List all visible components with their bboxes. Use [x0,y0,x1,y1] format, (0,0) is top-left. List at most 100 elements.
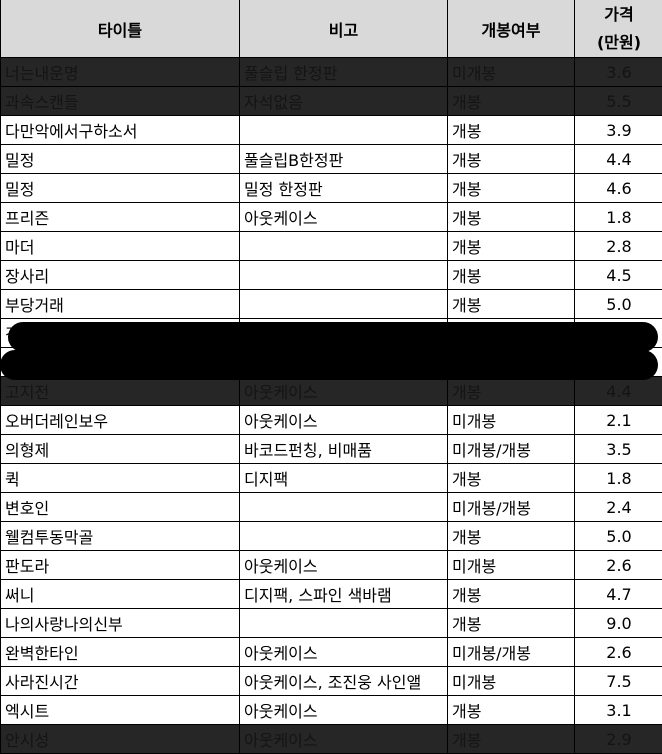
cell-price[interactable]: 2.1 [574,405,662,435]
cell-note[interactable]: 디지팩 [239,463,448,493]
cell-title[interactable]: 엑시트 [0,695,240,725]
cell-title[interactable]: 다만악에서구하소서 [0,115,240,145]
cell-opened[interactable]: 미개봉 [447,666,575,696]
cell-note[interactable] [239,608,448,638]
cell-title[interactable]: 부당거래 [0,289,240,319]
cell-note[interactable] [239,289,448,319]
table-row: 퀵 디지팩 개봉 1.8 [0,463,662,493]
cell-title[interactable]: 퀵 [0,463,240,493]
cell-opened[interactable]: 개봉 [447,724,575,754]
cell-note[interactable]: 아웃케이스 [239,637,448,667]
cell-opened[interactable]: 개봉 [447,289,575,319]
cell-price[interactable]: 3.6 [574,57,662,87]
cell-opened[interactable]: 개봉 [447,144,575,174]
header-title[interactable]: 타이틀 [0,0,240,58]
cell-price[interactable]: 2.4 [574,492,662,522]
redaction-scribble [0,350,658,380]
cell-title[interactable]: 웰컴투동막골 [0,521,240,551]
cell-note[interactable] [239,260,448,290]
cell-opened[interactable]: 개봉 [447,608,575,638]
cell-price[interactable]: 3.5 [574,434,662,464]
table-row: 너는내운명 풀슬립 한정판 미개봉 3.6 [0,57,662,87]
table-row: 과속스캔들 자석없음 개봉 5.5 [0,86,662,116]
cell-note[interactable]: 아웃케이스 [239,695,448,725]
cell-title[interactable]: 장사리 [0,260,240,290]
cell-opened[interactable]: 미개봉/개봉 [447,637,575,667]
cell-opened[interactable]: 개봉 [447,173,575,203]
cell-opened[interactable]: 미개봉/개봉 [447,492,575,522]
cell-title[interactable]: 오버더레인보우 [0,405,240,435]
cell-opened[interactable]: 개봉 [447,115,575,145]
cell-title[interactable]: 완벽한타인 [0,637,240,667]
cell-price[interactable]: 1.8 [574,202,662,232]
cell-title[interactable]: 의형제 [0,434,240,464]
cell-note[interactable]: 아웃케이스 [239,376,448,406]
cell-title[interactable]: 마더 [0,231,240,261]
cell-opened[interactable]: 미개봉/개봉 [447,434,575,464]
cell-price[interactable]: 3.9 [574,115,662,145]
cell-note[interactable]: 아웃케이스 [239,202,448,232]
cell-opened[interactable]: 개봉 [447,231,575,261]
cell-note[interactable]: 아웃케이스, 조진웅 사인앨 [239,666,448,696]
cell-title[interactable]: 너는내운명 [0,57,240,87]
cell-opened[interactable]: 개봉 [447,260,575,290]
cell-price[interactable]: 5.5 [574,86,662,116]
table-row: 프리즌 아웃케이스 개봉 1.8 [0,202,662,232]
cell-note[interactable] [239,492,448,522]
cell-title[interactable]: 써니 [0,579,240,609]
cell-opened[interactable]: 미개봉 [447,550,575,580]
cell-title[interactable]: 밀정 [0,173,240,203]
cell-price[interactable]: 4.7 [574,579,662,609]
cell-price[interactable]: 4.5 [574,260,662,290]
header-opened[interactable]: 개봉여부 [447,0,575,58]
cell-title[interactable]: 고지전 [0,376,240,406]
cell-opened[interactable]: 개봉 [447,86,575,116]
table-row: 엑시트 아웃케이스 개봉 3.1 [0,695,662,725]
cell-note[interactable]: 아웃케이스 [239,724,448,754]
cell-opened[interactable]: 개봉 [447,521,575,551]
cell-price[interactable]: 4.4 [574,376,662,406]
cell-note[interactable] [239,115,448,145]
cell-price[interactable]: 2.6 [574,550,662,580]
cell-note[interactable]: 밀정 한정판 [239,173,448,203]
cell-price[interactable]: 5.0 [574,521,662,551]
cell-note[interactable]: 디지팩, 스파인 색바램 [239,579,448,609]
cell-note[interactable]: 바코드펀칭, 비매품 [239,434,448,464]
cell-price[interactable]: 2.6 [574,637,662,667]
cell-note[interactable]: 아웃케이스 [239,550,448,580]
cell-price[interactable]: 5.0 [574,289,662,319]
cell-price[interactable]: 7.5 [574,666,662,696]
cell-price[interactable]: 2.9 [574,724,662,754]
cell-title[interactable]: 안시성 [0,724,240,754]
cell-opened[interactable]: 미개봉 [447,405,575,435]
cell-price[interactable]: 2.8 [574,231,662,261]
cell-opened[interactable]: 개봉 [447,695,575,725]
cell-note[interactable] [239,521,448,551]
cell-opened[interactable]: 개봉 [447,202,575,232]
cell-opened[interactable]: 개봉 [447,463,575,493]
cell-price[interactable]: 3.1 [574,695,662,725]
cell-opened[interactable]: 개봉 [447,579,575,609]
cell-note[interactable]: 아웃케이스 [239,405,448,435]
cell-title[interactable]: 나의사랑나의신부 [0,608,240,638]
cell-title[interactable]: 프리즌 [0,202,240,232]
header-note[interactable]: 비고 [239,0,448,58]
cell-price[interactable]: 9.0 [574,608,662,638]
cell-opened[interactable]: 개봉 [447,376,575,406]
cell-price[interactable]: 1.8 [574,463,662,493]
cell-price[interactable]: 4.4 [574,144,662,174]
cell-title[interactable]: 판도라 [0,550,240,580]
cell-price[interactable]: 4.6 [574,173,662,203]
cell-title[interactable]: 과속스캔들 [0,86,240,116]
redaction-scribble [8,322,658,352]
cell-note[interactable]: 풀슬립 한정판 [239,57,448,87]
header-price[interactable]: 가격 (만원) [574,0,662,58]
cell-title[interactable]: 사라진시간 [0,666,240,696]
cell-note[interactable]: 자석없음 [239,86,448,116]
cell-note[interactable] [239,231,448,261]
cell-title[interactable]: 밀정 [0,144,240,174]
cell-note[interactable]: 풀슬립B한정판 [239,144,448,174]
table-row: 나의사랑나의신부 개봉 9.0 [0,608,662,638]
cell-title[interactable]: 변호인 [0,492,240,522]
cell-opened[interactable]: 미개봉 [447,57,575,87]
